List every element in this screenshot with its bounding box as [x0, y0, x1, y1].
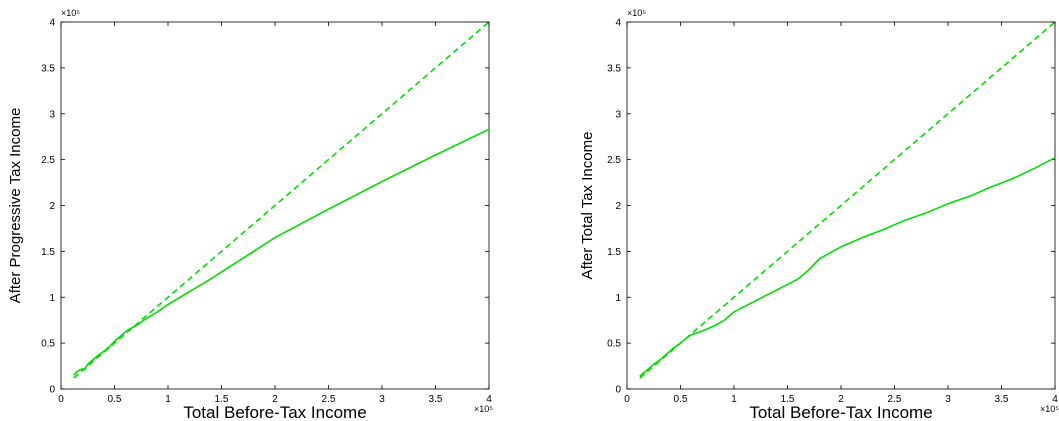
- left-chart-panel: 0 0.5 1 1.5 2 2.5 3 3.5 400.511.522.533.54×10⁵×1…: [7, 8, 493, 421]
- income-series-line: [639, 157, 1056, 377]
- y-tick-label: 3: [615, 109, 621, 120]
- x-tick-label: 1.5: [215, 394, 229, 405]
- x-tick-label: 2.5: [322, 394, 336, 405]
- y-tick-label: 1.5: [41, 247, 55, 258]
- x-tick-label: 2: [272, 394, 278, 405]
- y-tick-label: 0.5: [607, 339, 621, 350]
- y-tick-label: 1.5: [607, 247, 621, 258]
- y-tick-label: 4: [615, 18, 621, 29]
- y-tick-label: 2: [615, 201, 621, 212]
- x-tick-label: 0.5: [108, 394, 122, 405]
- y-tick-label: 1: [615, 293, 621, 304]
- income-series-line: [73, 128, 490, 376]
- x-tick-label: 1.5: [781, 394, 795, 405]
- reference-line-dashed: [73, 21, 490, 379]
- y-exponent-label: ×10⁵: [627, 8, 646, 18]
- y-tick-label: 3: [49, 109, 55, 120]
- y-tick-label: 3.5: [607, 63, 621, 74]
- y-tick-label: 2.5: [41, 155, 55, 166]
- x-tick-label: 3: [379, 394, 385, 405]
- y-axis-label: After Total Tax Income: [579, 132, 596, 280]
- y-tick-label: 0: [615, 385, 621, 396]
- x-tick-label: 2.5: [888, 394, 902, 405]
- y-tick-label: 2.5: [607, 155, 621, 166]
- y-axis-label: After Progressive Tax Income: [7, 108, 24, 304]
- y-exponent-label: ×10⁵: [61, 8, 80, 18]
- x-tick-label: 0.5: [674, 394, 688, 405]
- x-tick-label: 0: [624, 394, 630, 405]
- y-tick-label: 3.5: [41, 63, 55, 74]
- reference-line-dashed: [639, 21, 1056, 379]
- x-axis-label: Total Before-Tax Income: [749, 403, 932, 421]
- y-tick-label: 4: [49, 18, 55, 29]
- x-exponent-label: ×10⁵: [474, 404, 493, 414]
- y-tick-label: 1: [49, 293, 55, 304]
- x-tick-label: 3.5: [429, 394, 443, 405]
- y-tick-label: 0: [49, 385, 55, 396]
- x-tick-label: 1: [165, 394, 171, 405]
- x-exponent-label: ×10⁵: [1040, 404, 1059, 414]
- x-tick-label: 4: [486, 394, 492, 405]
- x-tick-label: 0: [58, 394, 64, 405]
- y-tick-label: 2: [49, 201, 55, 212]
- x-tick-label: 2: [838, 394, 844, 405]
- right-chart-panel: 0 0.5 1 1.5 2 2.5 3 3.5 400.511.522.533.54×10⁵×1…: [579, 8, 1059, 421]
- y-tick-label: 0.5: [41, 339, 55, 350]
- x-tick-label: 1: [731, 394, 737, 405]
- x-tick-label: 4: [1052, 394, 1058, 405]
- x-axis-label: Total Before-Tax Income: [183, 403, 366, 421]
- x-tick-label: 3: [945, 394, 951, 405]
- x-tick-label: 3.5: [995, 394, 1009, 405]
